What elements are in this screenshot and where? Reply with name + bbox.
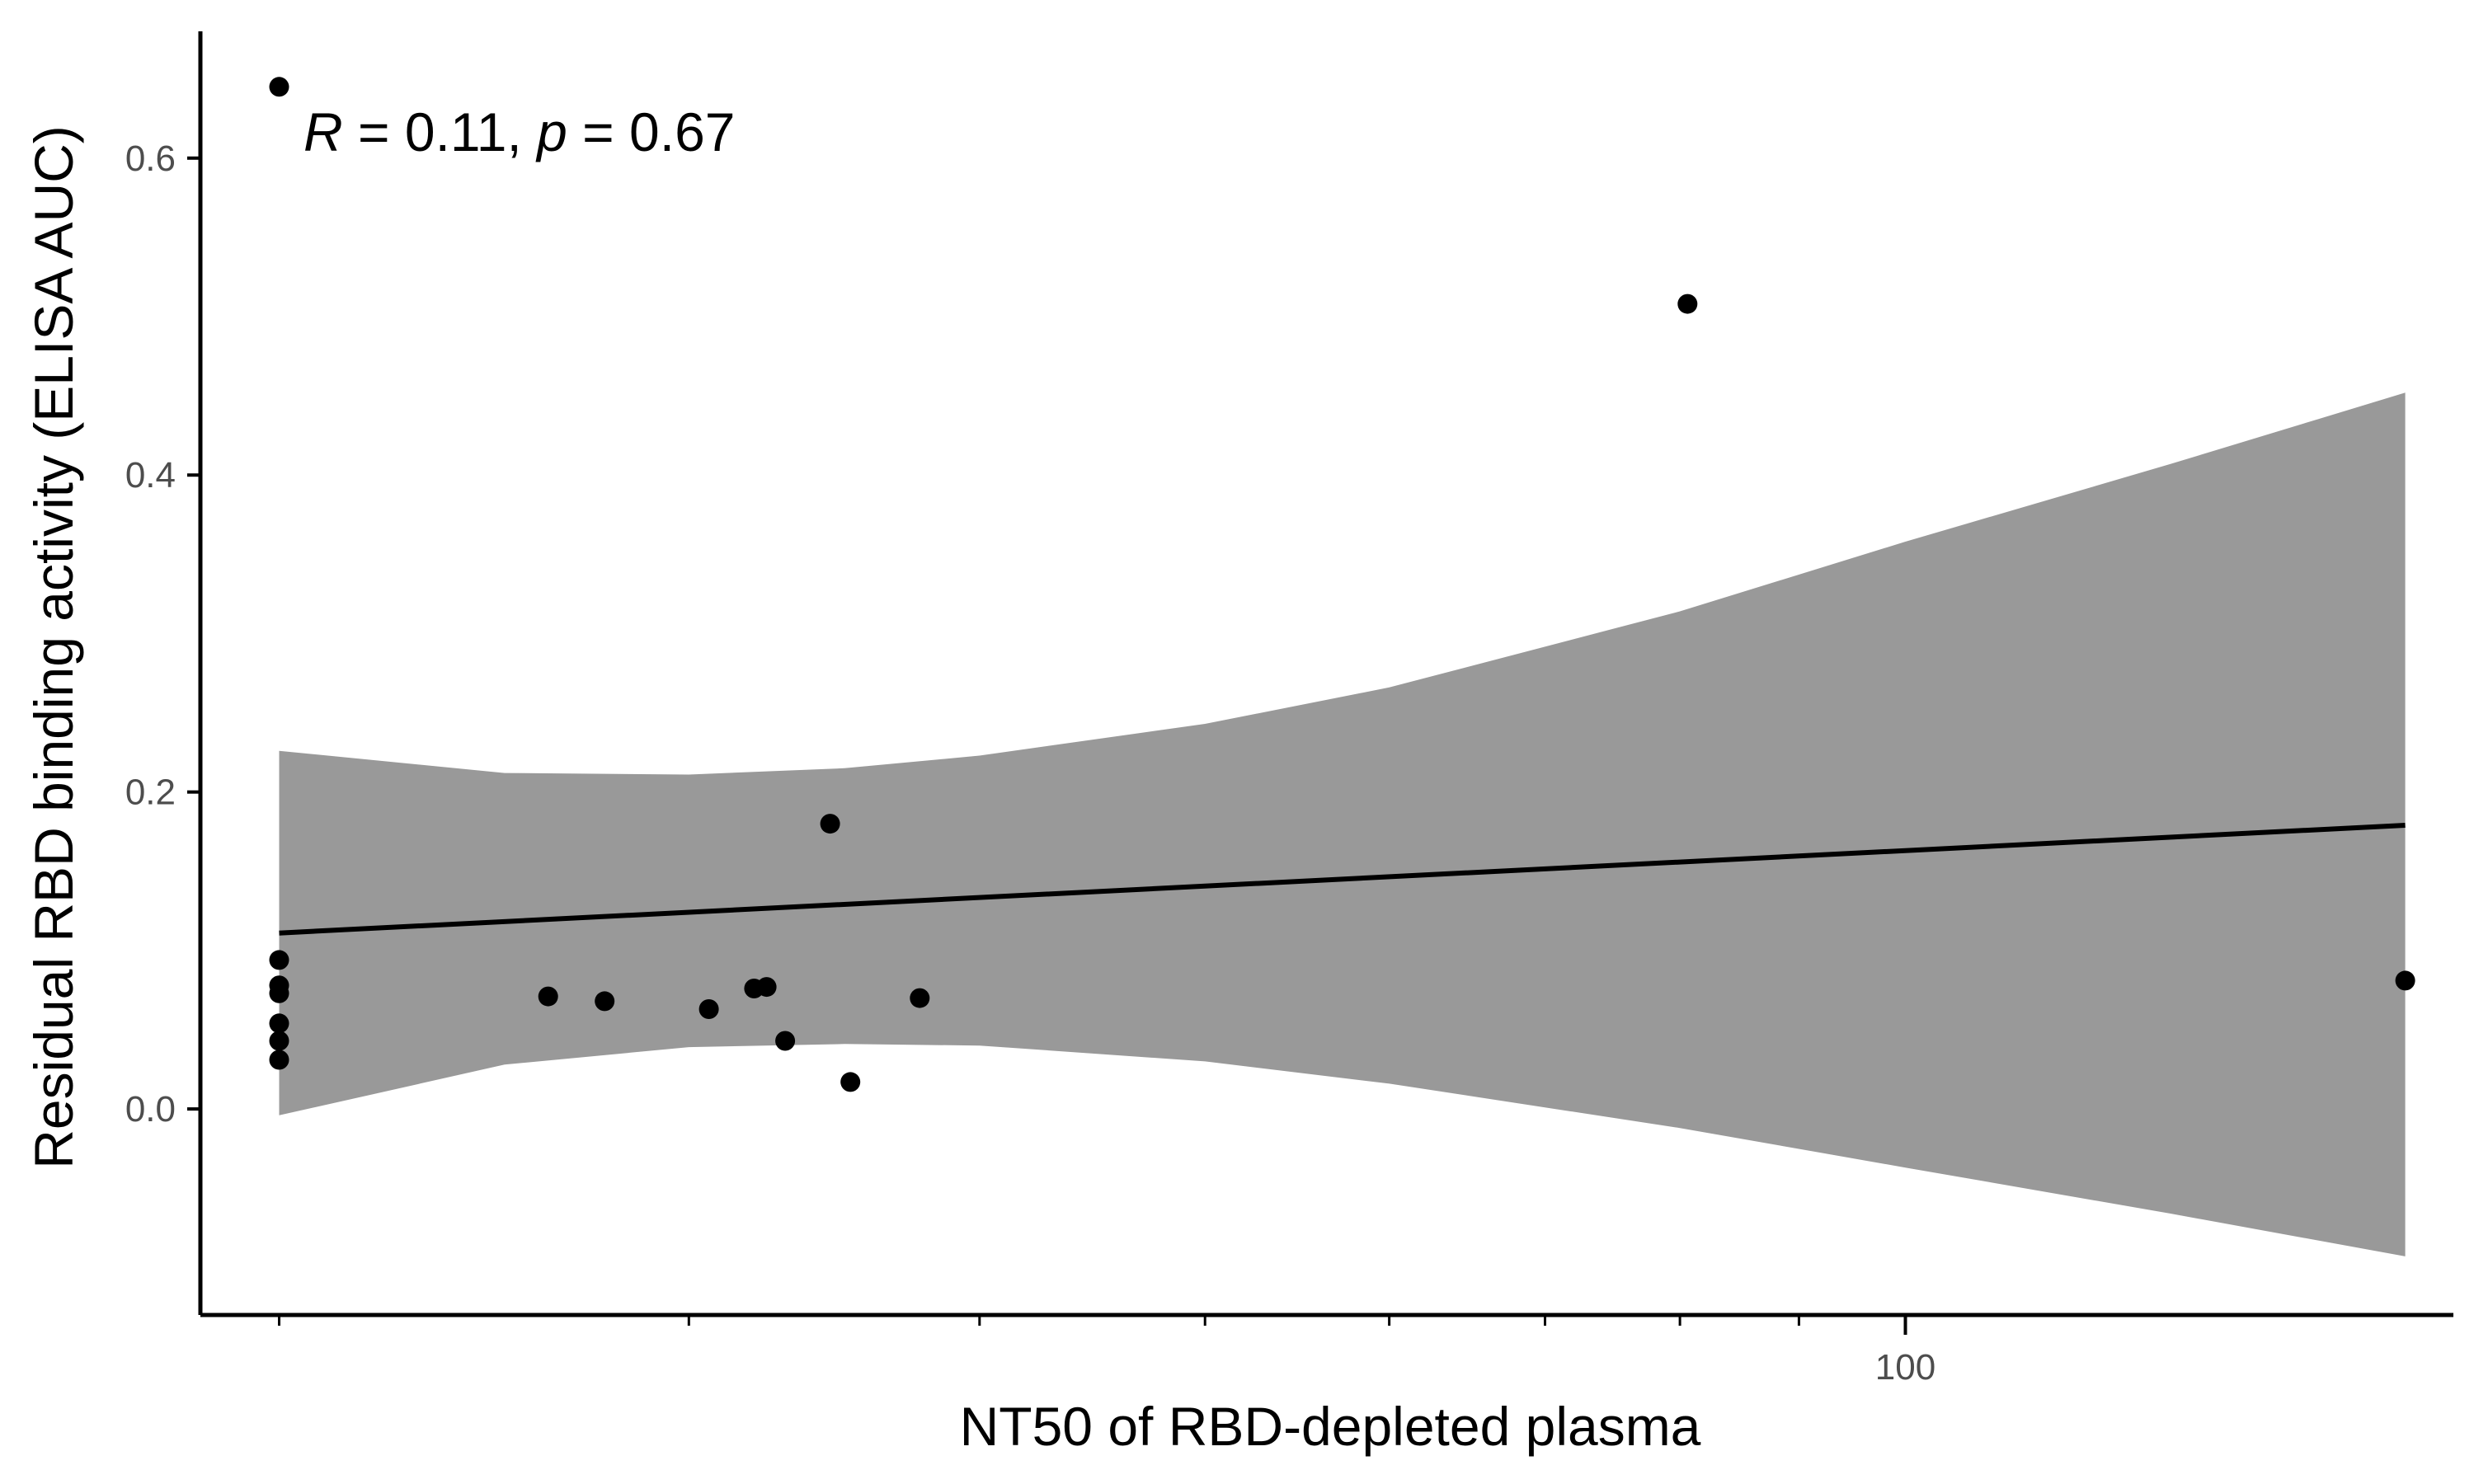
x-axis-title: NT50 of RBD-depleted plasma (960, 1396, 1701, 1457)
y-tick-label: 0.0 (125, 1089, 176, 1129)
data-point (2395, 970, 2415, 991)
x-axis-ticks: 100 (278, 1315, 1935, 1388)
y-axis-ticks: 0.0 0.2 0.4 0.6 (125, 139, 200, 1129)
data-point (595, 991, 615, 1012)
p-value: = 0.67 (567, 101, 736, 162)
data-points (269, 77, 2415, 1092)
y-tick-label: 0.2 (125, 773, 176, 813)
data-point (775, 1031, 796, 1051)
data-point (1677, 294, 1698, 314)
confidence-band (279, 392, 2406, 1256)
y-axis-title: Residual RBD binding activity (ELISA AUC… (23, 125, 84, 1169)
data-point (269, 77, 289, 97)
data-point (269, 950, 289, 970)
data-point (698, 999, 719, 1019)
correlation-annotation: R = 0.11, p = 0.67 (303, 101, 736, 162)
data-point (269, 1050, 289, 1070)
p-symbol: p (535, 101, 567, 162)
data-point (840, 1072, 861, 1092)
data-point (269, 983, 289, 1003)
r-symbol: R (303, 101, 343, 162)
data-point (756, 977, 777, 998)
data-point (538, 986, 558, 1007)
data-point (269, 1013, 289, 1034)
y-tick-label: 0.4 (125, 455, 176, 495)
data-point (269, 1031, 289, 1051)
plot-panel (269, 77, 2415, 1256)
data-point (820, 814, 840, 834)
data-point (910, 988, 930, 1008)
y-tick-label: 0.6 (125, 139, 176, 179)
r-value: = 0.11, (343, 101, 537, 162)
regression-line (279, 823, 2406, 936)
x-tick-label: 100 (1875, 1347, 1935, 1388)
